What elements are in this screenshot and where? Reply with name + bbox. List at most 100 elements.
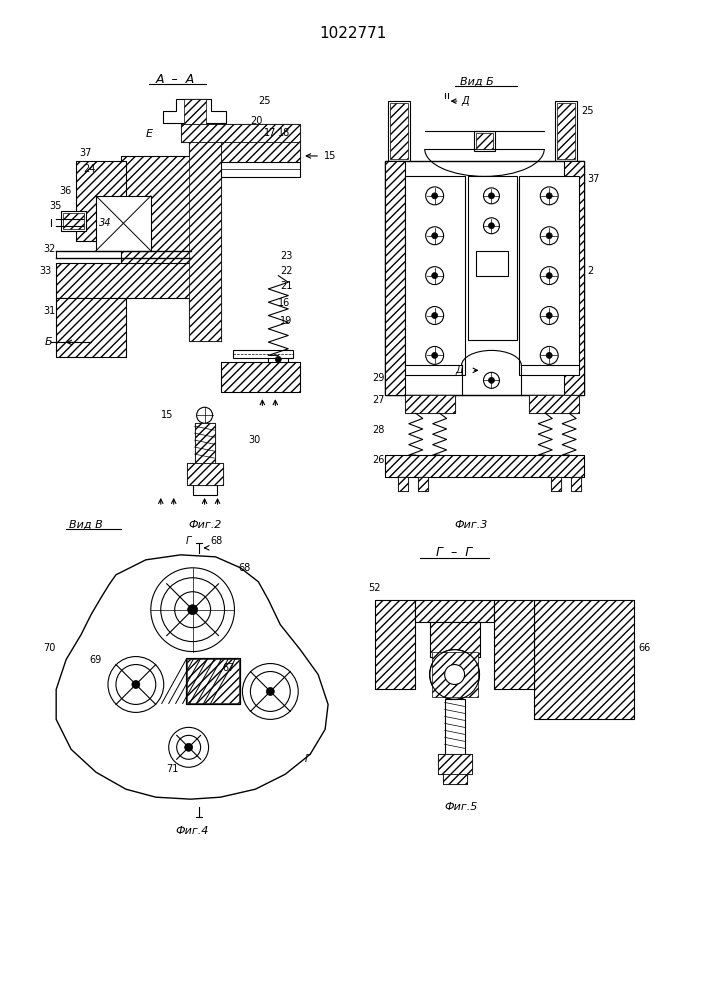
Text: 25: 25 bbox=[581, 106, 594, 116]
Circle shape bbox=[432, 233, 438, 239]
Circle shape bbox=[547, 313, 552, 319]
Text: Г: Г bbox=[186, 536, 191, 546]
Bar bbox=[385, 455, 584, 477]
Bar bbox=[555, 101, 577, 161]
Circle shape bbox=[187, 605, 198, 615]
Bar bbox=[443, 774, 467, 784]
Text: 36: 36 bbox=[59, 186, 71, 196]
Circle shape bbox=[540, 307, 559, 324]
Bar bbox=[530, 395, 579, 413]
Text: 68: 68 bbox=[211, 536, 223, 546]
Bar bbox=[385, 161, 405, 395]
Text: 70: 70 bbox=[43, 643, 56, 653]
Circle shape bbox=[540, 267, 559, 285]
Circle shape bbox=[489, 193, 494, 199]
Text: Фиг.2: Фиг.2 bbox=[189, 520, 222, 530]
Bar bbox=[96, 196, 151, 251]
Bar bbox=[418, 477, 428, 491]
Bar bbox=[445, 699, 464, 754]
Bar bbox=[438, 754, 472, 774]
Bar bbox=[390, 103, 408, 159]
Bar bbox=[551, 477, 561, 491]
Circle shape bbox=[547, 233, 552, 239]
Circle shape bbox=[547, 273, 552, 279]
Text: 25: 25 bbox=[258, 96, 271, 106]
Bar bbox=[187, 659, 240, 703]
Bar bbox=[375, 600, 415, 689]
Circle shape bbox=[432, 193, 438, 199]
Circle shape bbox=[484, 218, 499, 234]
Circle shape bbox=[540, 187, 559, 205]
Circle shape bbox=[484, 188, 499, 204]
Circle shape bbox=[484, 372, 499, 388]
Bar bbox=[221, 362, 300, 392]
Bar bbox=[194, 423, 214, 463]
Bar bbox=[398, 477, 408, 491]
Circle shape bbox=[426, 307, 444, 324]
Bar bbox=[405, 176, 464, 375]
Bar bbox=[121, 156, 191, 286]
Bar bbox=[385, 161, 584, 395]
Circle shape bbox=[116, 665, 156, 704]
Circle shape bbox=[426, 187, 444, 205]
Text: 34: 34 bbox=[99, 218, 112, 228]
Circle shape bbox=[432, 352, 438, 358]
Bar bbox=[221, 142, 300, 162]
Circle shape bbox=[489, 223, 494, 229]
Bar bbox=[385, 161, 405, 395]
Bar bbox=[269, 355, 288, 363]
Text: 21: 21 bbox=[280, 281, 293, 291]
Circle shape bbox=[432, 313, 438, 319]
Text: 19: 19 bbox=[280, 316, 293, 326]
Text: 1022771: 1022771 bbox=[320, 26, 387, 41]
Text: 69: 69 bbox=[89, 655, 101, 665]
Text: Г  –  Г: Г – Г bbox=[436, 546, 473, 559]
Text: 66: 66 bbox=[639, 643, 651, 653]
Bar bbox=[63, 213, 84, 229]
Text: 37: 37 bbox=[79, 148, 91, 158]
Text: 30: 30 bbox=[248, 435, 261, 445]
Bar bbox=[438, 754, 472, 774]
Bar bbox=[56, 298, 126, 357]
Text: 15: 15 bbox=[324, 151, 337, 161]
Bar bbox=[187, 463, 223, 485]
Bar bbox=[557, 103, 575, 159]
Bar bbox=[571, 477, 581, 491]
Text: 33: 33 bbox=[40, 266, 52, 276]
Text: 18: 18 bbox=[279, 128, 291, 138]
Bar bbox=[189, 142, 221, 341]
Circle shape bbox=[489, 377, 494, 383]
Circle shape bbox=[426, 227, 444, 245]
Text: 17: 17 bbox=[264, 128, 276, 138]
Circle shape bbox=[175, 592, 211, 628]
Circle shape bbox=[151, 568, 235, 652]
Circle shape bbox=[185, 743, 192, 751]
Bar bbox=[56, 263, 191, 298]
Polygon shape bbox=[163, 99, 226, 123]
Bar bbox=[405, 395, 455, 413]
Bar bbox=[405, 395, 455, 413]
Bar bbox=[476, 251, 508, 276]
Circle shape bbox=[540, 227, 559, 245]
Text: 35: 35 bbox=[49, 201, 62, 211]
Bar bbox=[385, 455, 584, 477]
Bar bbox=[192, 485, 216, 495]
Bar bbox=[520, 176, 579, 375]
Text: 16: 16 bbox=[279, 298, 291, 308]
Circle shape bbox=[169, 727, 209, 767]
Bar bbox=[476, 133, 493, 149]
Text: 52: 52 bbox=[368, 583, 380, 593]
Bar bbox=[181, 124, 300, 142]
Bar bbox=[233, 350, 293, 358]
Bar bbox=[184, 99, 206, 124]
Text: Вид В: Вид В bbox=[69, 520, 103, 530]
Circle shape bbox=[426, 267, 444, 285]
Text: 24: 24 bbox=[83, 164, 95, 174]
Circle shape bbox=[267, 687, 274, 695]
Text: Вид Б: Вид Б bbox=[460, 76, 493, 86]
Circle shape bbox=[250, 672, 291, 711]
Bar bbox=[474, 131, 496, 151]
Bar bbox=[221, 362, 300, 392]
Bar bbox=[189, 142, 221, 341]
Circle shape bbox=[160, 578, 225, 642]
